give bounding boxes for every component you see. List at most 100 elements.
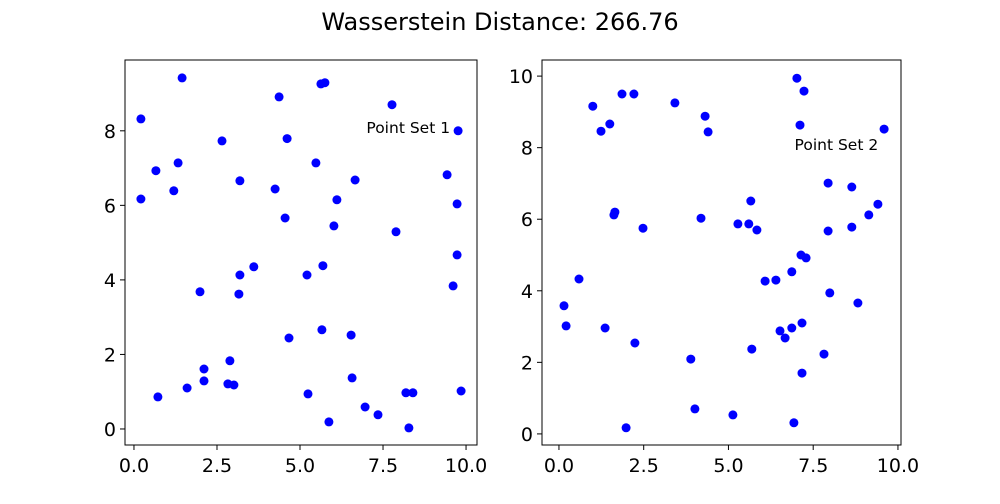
subplot-point-set-1: 0.0 2.5 5.0 7.5 10.0 0 2 4 6 8 Point Set 1 — [104, 59, 487, 477]
data-point — [792, 73, 802, 83]
data-point — [787, 267, 797, 277]
data-point — [401, 388, 411, 398]
x-tick-label: 10.0 — [445, 455, 487, 477]
data-point — [347, 373, 357, 383]
data-point — [696, 213, 706, 223]
data-point — [274, 92, 284, 102]
x-tick-label: 2.5 — [202, 455, 232, 477]
data-point — [574, 274, 584, 284]
data-point — [787, 323, 797, 333]
data-point — [199, 376, 209, 386]
data-point — [136, 114, 146, 124]
data-point — [318, 261, 328, 271]
data-point — [609, 210, 619, 220]
y-tick-label: 2 — [104, 344, 116, 366]
data-point — [596, 126, 606, 136]
data-point — [690, 404, 700, 414]
data-point — [703, 127, 713, 137]
annotation-label: Point Set 2 — [795, 136, 879, 154]
data-point — [795, 120, 805, 130]
data-point — [686, 354, 696, 364]
subplot-point-set-2: 0.0 2.5 5.0 7.5 10.0 0 2 4 6 8 10 Point Set 2 — [509, 59, 919, 477]
data-point — [346, 330, 356, 340]
data-point — [136, 194, 146, 204]
data-point — [442, 170, 452, 180]
data-point — [797, 318, 807, 328]
data-point — [789, 418, 799, 428]
data-point — [600, 323, 610, 333]
data-point — [847, 222, 857, 232]
data-point — [752, 225, 762, 235]
data-point — [453, 126, 463, 136]
x-tick-label: 5.0 — [713, 455, 743, 477]
data-point — [302, 270, 312, 280]
data-point — [847, 182, 857, 192]
data-point — [728, 410, 738, 420]
data-point — [561, 321, 571, 331]
data-point — [391, 227, 401, 237]
x-tick-label: 0.0 — [544, 455, 574, 477]
y-tick-label: 4 — [521, 281, 533, 303]
data-point — [284, 333, 294, 343]
data-point — [670, 98, 680, 108]
y-tick-label: 6 — [104, 195, 116, 217]
data-point — [605, 119, 615, 129]
data-point — [387, 100, 397, 110]
data-point — [350, 175, 360, 185]
data-point — [332, 195, 342, 205]
y-tick-label: 6 — [521, 209, 533, 231]
data-point — [234, 289, 244, 299]
data-point — [311, 158, 321, 168]
data-point — [324, 417, 334, 427]
data-point — [360, 402, 370, 412]
y-tick-label: 2 — [521, 352, 533, 374]
data-point — [747, 344, 757, 354]
data-point — [249, 262, 259, 272]
data-point — [559, 301, 569, 311]
data-point — [771, 275, 781, 285]
y-tick-label: 10 — [509, 66, 533, 88]
data-point — [195, 287, 205, 297]
y-tick-label: 4 — [104, 270, 116, 292]
data-point — [819, 349, 829, 359]
data-point — [629, 89, 639, 99]
data-point — [329, 221, 339, 231]
data-point — [151, 166, 161, 176]
data-point — [217, 136, 227, 146]
data-point — [229, 380, 239, 390]
data-point — [630, 338, 640, 348]
x-tick-label: 7.5 — [798, 455, 828, 477]
data-point — [617, 89, 627, 99]
data-point — [700, 111, 710, 121]
data-point — [199, 364, 209, 374]
y-tick-label: 8 — [521, 138, 533, 160]
data-point — [733, 219, 743, 229]
data-point — [235, 270, 245, 280]
data-point — [408, 388, 418, 398]
data-point — [303, 389, 313, 399]
axes-frame — [541, 59, 902, 446]
data-point — [169, 186, 179, 196]
data-point — [282, 134, 292, 144]
data-point — [801, 253, 811, 263]
data-point — [373, 410, 383, 420]
data-point — [173, 158, 183, 168]
y-tick-label: 0 — [521, 424, 533, 446]
axes-frame — [124, 59, 478, 446]
data-point — [235, 176, 245, 186]
x-tick-label: 2.5 — [629, 455, 659, 477]
data-point — [317, 325, 327, 335]
data-point — [177, 73, 187, 83]
data-point — [182, 383, 192, 393]
data-point — [873, 199, 883, 209]
data-point — [280, 213, 290, 223]
data-point — [760, 276, 770, 286]
data-point — [621, 423, 631, 433]
data-point — [746, 196, 756, 206]
data-point — [452, 250, 462, 260]
data-point — [153, 392, 163, 402]
x-tick-label: 5.0 — [285, 455, 315, 477]
data-point — [853, 298, 863, 308]
data-point — [775, 326, 785, 336]
